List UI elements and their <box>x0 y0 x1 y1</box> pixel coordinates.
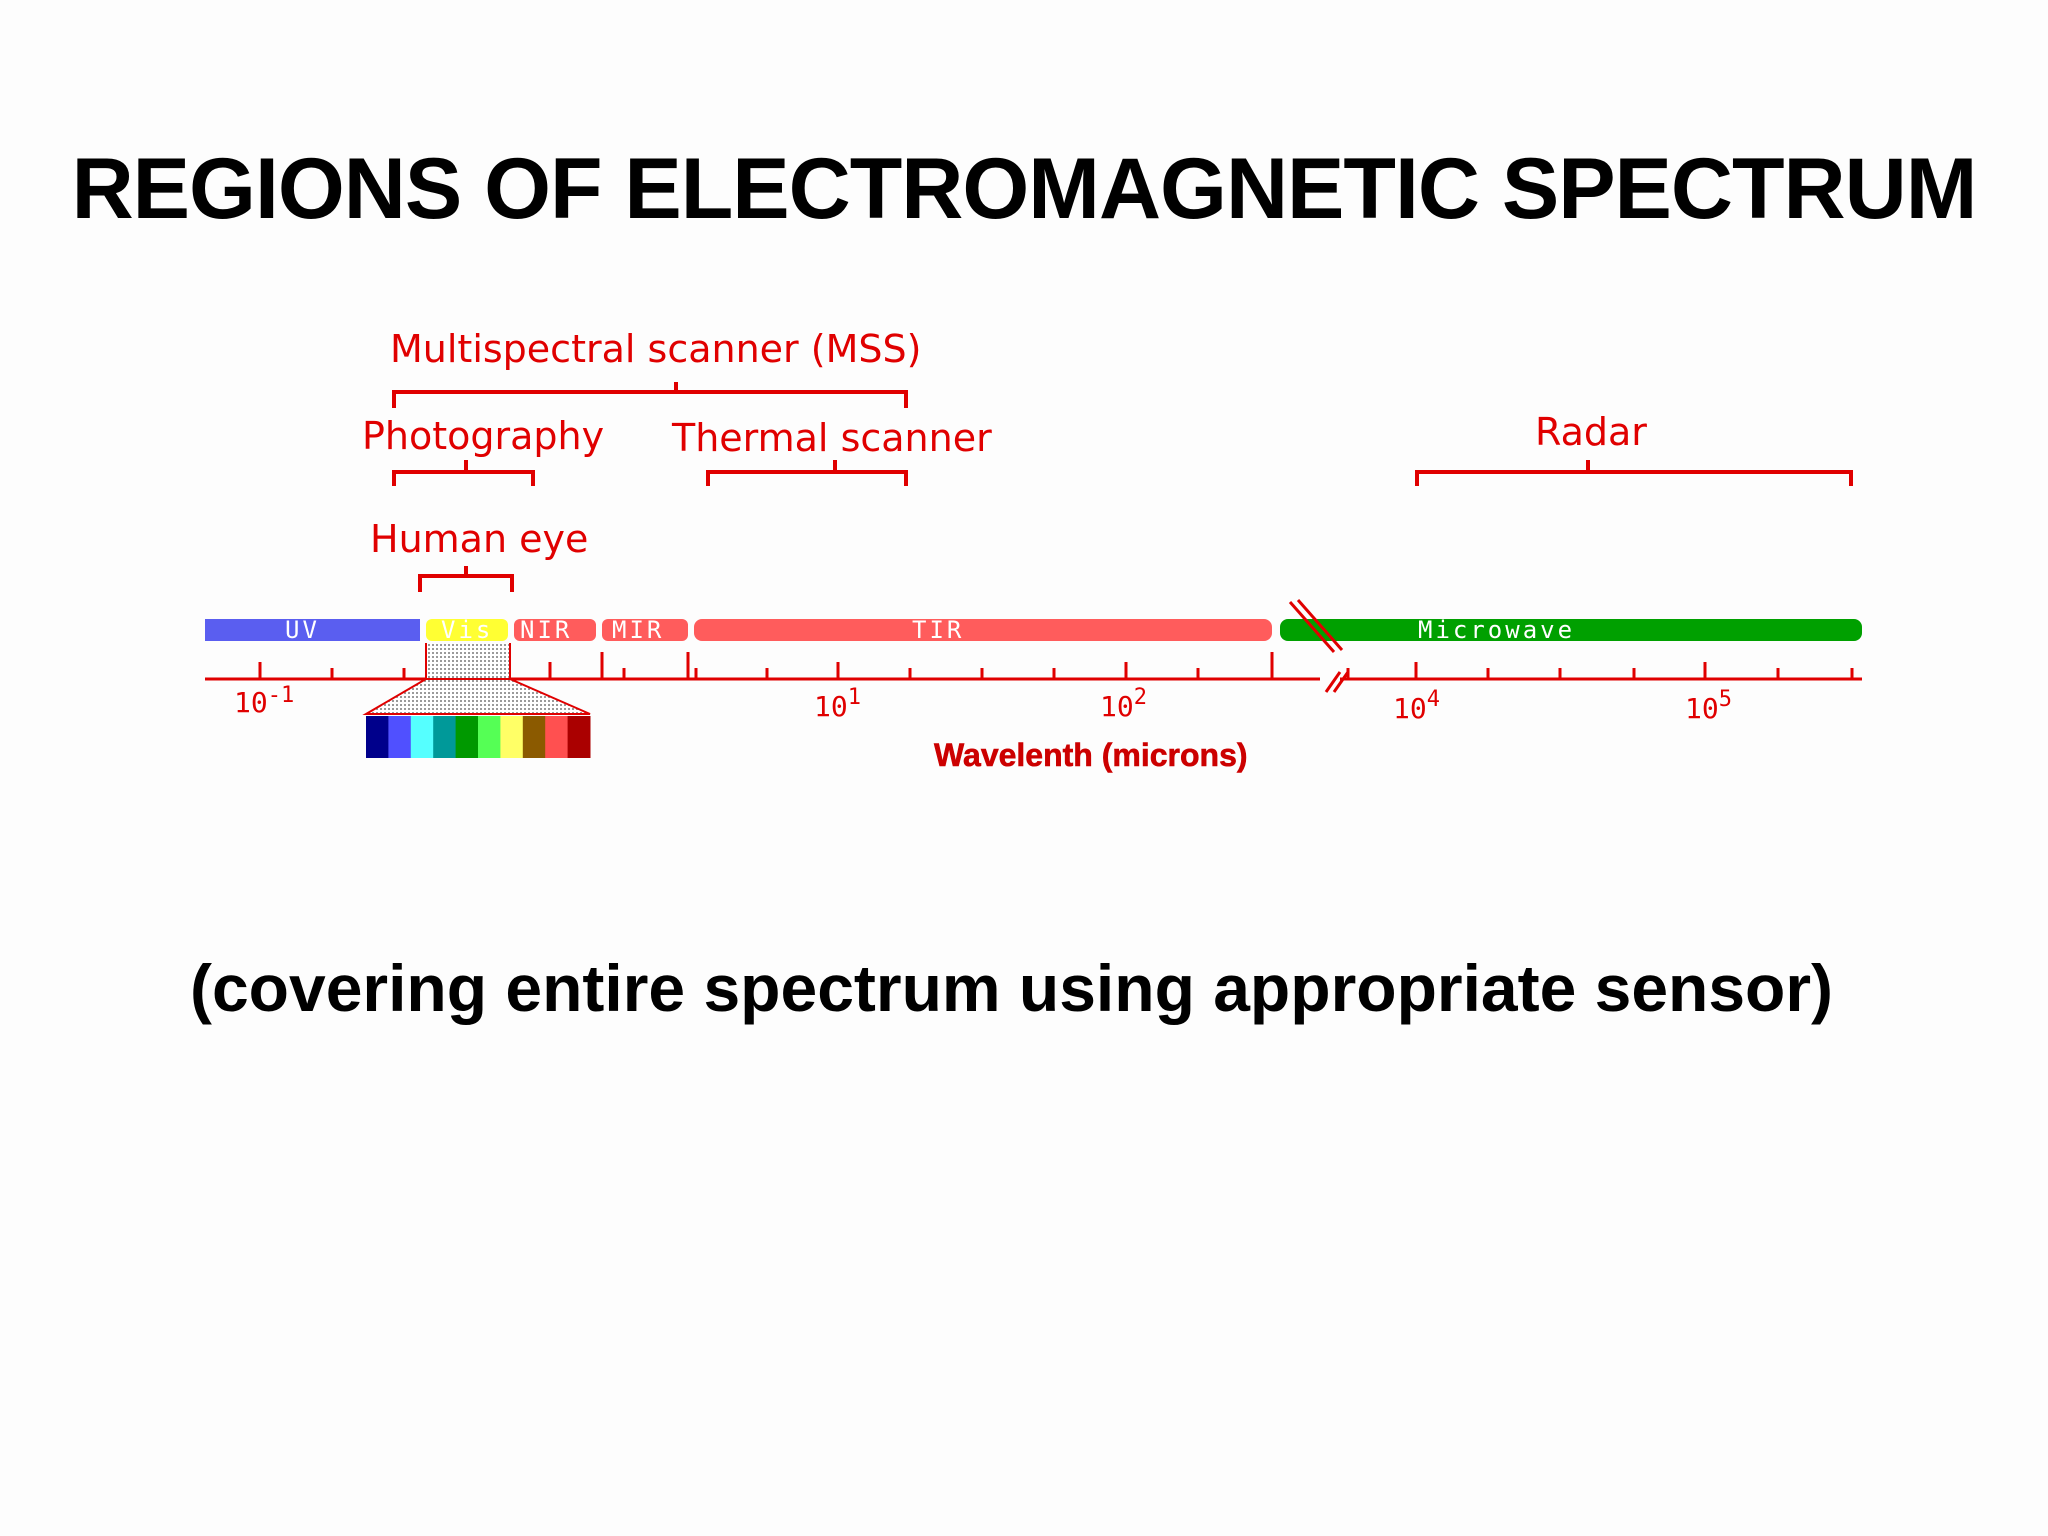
band-vis <box>426 619 508 641</box>
band-label-microwave: Microwave <box>1418 616 1575 644</box>
band-mir <box>602 619 688 641</box>
bracket-thermal <box>706 460 908 486</box>
band-label-uv: UV <box>285 616 320 644</box>
sensor-label-thermal: Thermal scanner <box>671 416 992 460</box>
band-microwave <box>1280 619 1862 641</box>
tick-label-1: 101 <box>814 685 861 723</box>
band-label-vis: Vis <box>441 616 493 644</box>
axis-ticks <box>258 652 1854 679</box>
visible-swatch <box>545 716 569 758</box>
tick-label-4: 105 <box>1685 687 1732 725</box>
band-nir <box>514 619 596 641</box>
visible-swatch <box>500 716 524 758</box>
visible-spectrum-swatches <box>366 716 591 758</box>
bracket-human-eye <box>418 566 514 592</box>
tick-label-2: 102 <box>1100 685 1147 723</box>
axis-title: Wavelenth (microns) <box>934 737 1248 773</box>
visible-zoom-funnel <box>362 678 591 715</box>
visible-swatch <box>522 716 546 758</box>
visible-zoom-stem <box>426 643 510 679</box>
bracket-radar <box>1415 460 1853 486</box>
visible-swatch <box>388 716 412 758</box>
visible-swatch <box>366 716 389 758</box>
bracket-mss <box>392 382 908 408</box>
axis-break-top <box>1288 599 1344 653</box>
visible-swatch <box>478 716 501 758</box>
slide-subtitle: (covering entire spectrum using appropri… <box>190 951 1834 1025</box>
visible-swatch <box>567 716 591 758</box>
band-label-tir: TIR <box>912 616 964 644</box>
band-tir <box>694 619 1272 641</box>
visible-swatch <box>410 716 434 758</box>
sensor-label-photography: Photography <box>362 414 604 458</box>
visible-swatch <box>433 716 457 758</box>
axis-break-2 <box>1332 671 1350 693</box>
sensor-label-human-eye: Human eye <box>370 517 588 561</box>
axis-break-1 <box>1324 671 1342 693</box>
band-label-mir: MIR <box>612 616 664 644</box>
tick-label-0: 10-1 <box>234 683 294 719</box>
sensor-label-radar: Radar <box>1535 410 1647 454</box>
bracket-photography <box>392 460 535 486</box>
tick-label-3: 104 <box>1393 687 1440 725</box>
band-uv <box>205 619 420 641</box>
slide-title: REGIONS OF ELECTROMAGNETIC SPECTRUM <box>71 141 1978 237</box>
sensor-label-mss: Multispectral scanner (MSS) <box>390 327 921 371</box>
band-label-nir: NIR <box>520 616 572 644</box>
visible-swatch <box>455 716 479 758</box>
